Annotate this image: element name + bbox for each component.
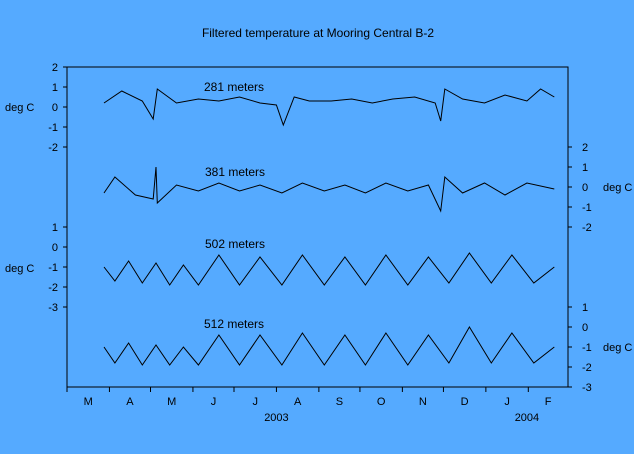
y-unit-label: deg C bbox=[5, 102, 34, 114]
year-label: 2003 bbox=[264, 412, 288, 424]
x-axis: M A M J J A S O N D J F 2003 2004 bbox=[66, 387, 552, 424]
panels: 2 1 0 -1 -2 deg C 281 meters 2 1 0 -1 -2 deg C 381 me… bbox=[5, 62, 632, 394]
y-tick-label: 1 bbox=[52, 222, 58, 234]
y-tick-label: 0 bbox=[52, 242, 58, 254]
y-tick-label: 0 bbox=[52, 102, 58, 114]
panel-label: 381 meters bbox=[205, 165, 265, 179]
y-tick-label: -2 bbox=[48, 142, 58, 154]
x-tick-label: A bbox=[126, 396, 134, 408]
y-tick-label: -1 bbox=[48, 122, 58, 134]
x-tick-label: J bbox=[504, 396, 510, 408]
series-line bbox=[103, 166, 555, 213]
y-tick-label: 2 bbox=[52, 62, 58, 74]
x-tick-label: N bbox=[419, 396, 427, 408]
y-tick-label: -1 bbox=[48, 262, 58, 274]
panel: 2 1 0 -1 -2 deg C 381 meters bbox=[103, 142, 632, 234]
series-line bbox=[103, 326, 555, 366]
panel: 1 0 -1 -2 -3 deg C 502 meters bbox=[5, 222, 555, 314]
y-tick-label: 2 bbox=[582, 142, 588, 154]
y-tick-label: 1 bbox=[582, 302, 588, 314]
x-tick-label: O bbox=[377, 396, 386, 408]
panel: 1 0 -1 -2 -3 deg C 512 meters bbox=[103, 302, 632, 394]
x-tick-label: S bbox=[336, 396, 343, 408]
x-tick-label: J bbox=[211, 396, 217, 408]
y-tick-label: 1 bbox=[52, 82, 58, 94]
y-unit-label: deg C bbox=[5, 263, 34, 275]
y-unit-label: deg C bbox=[603, 182, 632, 194]
y-tick-label: 1 bbox=[582, 162, 588, 174]
panel-label: 281 meters bbox=[204, 80, 264, 94]
x-tick-label: M bbox=[167, 396, 176, 408]
y-tick-label: -1 bbox=[582, 342, 592, 354]
chart-title: Filtered temperature at Mooring Central … bbox=[202, 26, 434, 40]
panel-label: 502 meters bbox=[205, 237, 265, 251]
plot-frame bbox=[66, 66, 569, 388]
x-tick-label: J bbox=[252, 396, 258, 408]
y-tick-label: -2 bbox=[48, 282, 58, 294]
y-tick-label: -2 bbox=[582, 362, 592, 374]
series-line bbox=[103, 252, 555, 286]
y-tick-label: -1 bbox=[582, 202, 592, 214]
panel: 2 1 0 -1 -2 deg C 281 meters bbox=[5, 62, 555, 154]
y-tick-label: -3 bbox=[582, 382, 592, 394]
x-tick-label: M bbox=[84, 396, 93, 408]
x-tick-label: A bbox=[294, 396, 302, 408]
year-label: 2004 bbox=[515, 412, 539, 424]
series-line bbox=[103, 88, 555, 127]
y-tick-label: -3 bbox=[48, 302, 58, 314]
panel-label: 512 meters bbox=[204, 317, 264, 331]
x-tick-label: D bbox=[461, 396, 469, 408]
y-tick-label: 0 bbox=[582, 322, 588, 334]
y-unit-label: deg C bbox=[603, 342, 632, 354]
y-tick-label: -2 bbox=[582, 222, 592, 234]
y-tick-label: 0 bbox=[582, 182, 588, 194]
x-tick-label: F bbox=[545, 396, 552, 408]
